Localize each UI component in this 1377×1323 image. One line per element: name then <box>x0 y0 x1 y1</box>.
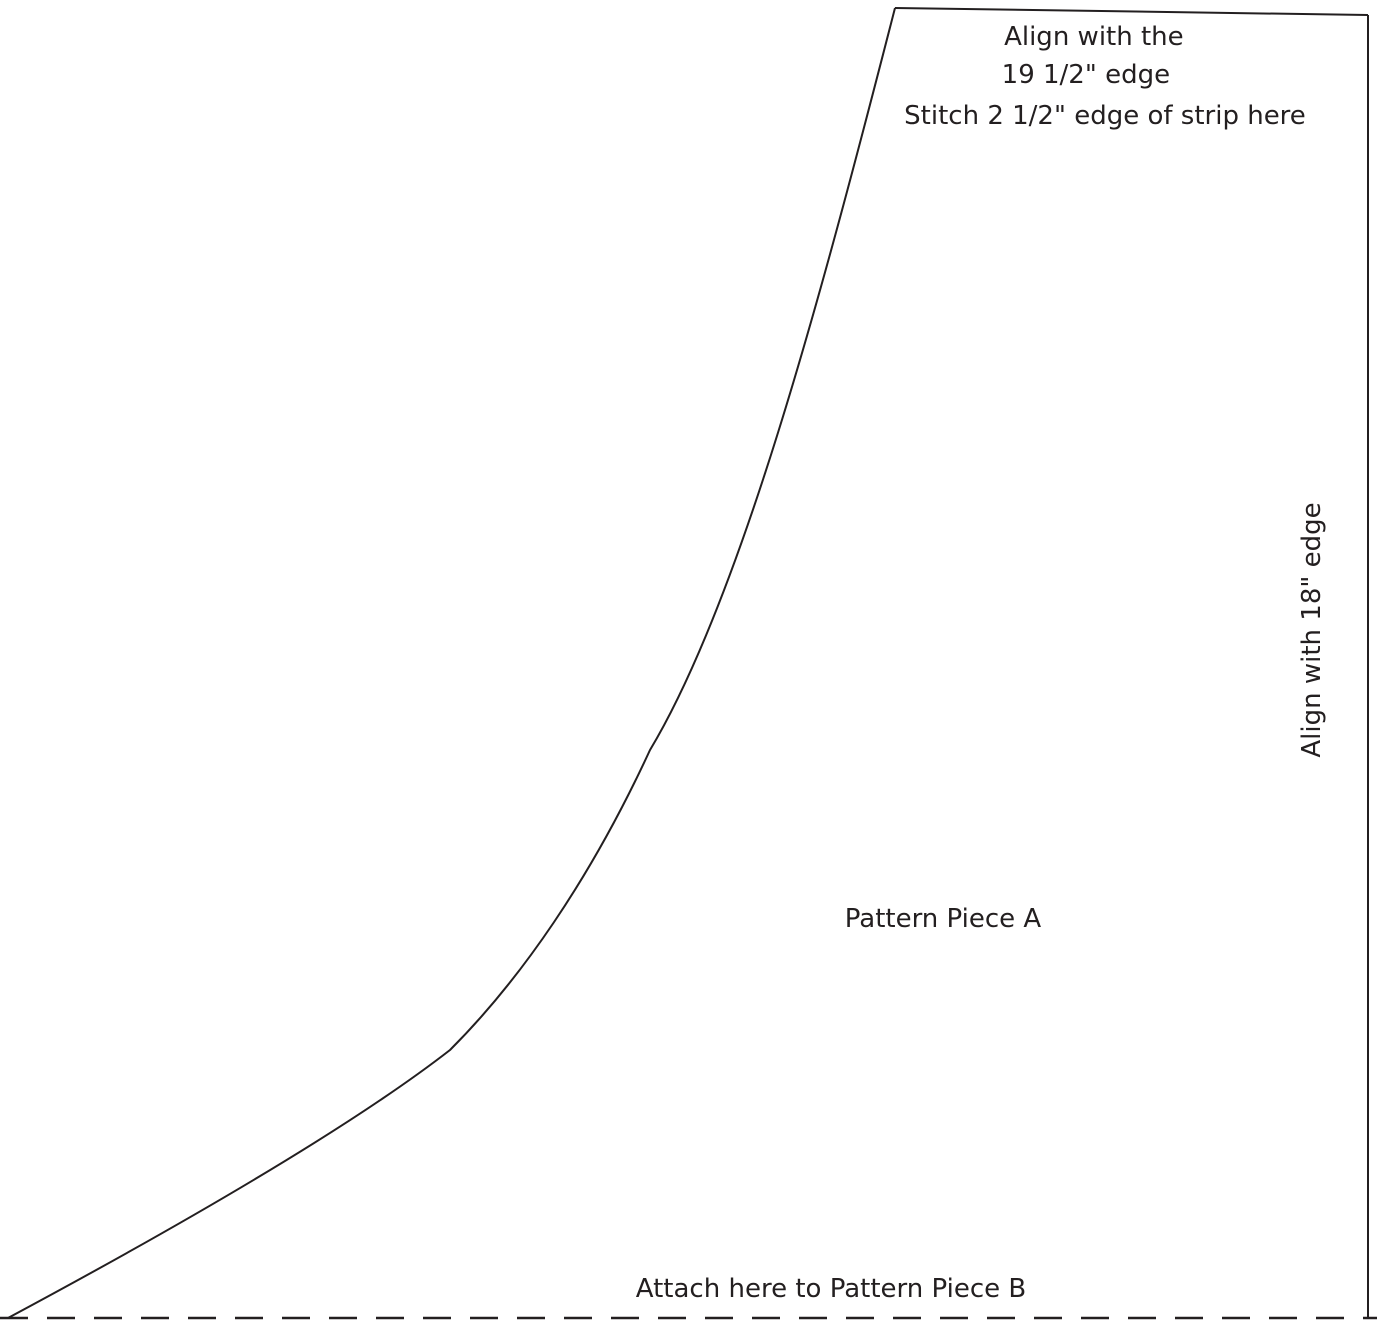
top-note-line3: Stitch 2 1/2" edge of strip here <box>904 101 1306 131</box>
top-note-line1: Align with the <box>1004 22 1184 52</box>
top-note: Align with the 19 1/2" edge Stitch 2 1/2… <box>904 22 1306 131</box>
curved-cut-edge <box>7 7 896 1319</box>
piece-label: Pattern Piece A <box>845 904 1042 934</box>
bottom-note: Attach here to Pattern Piece B <box>636 1274 1026 1304</box>
side-note: Align with 18" edge <box>1297 502 1327 757</box>
top-note-line2: 19 1/2" edge <box>1002 60 1170 90</box>
top-edge <box>894 7 1369 16</box>
